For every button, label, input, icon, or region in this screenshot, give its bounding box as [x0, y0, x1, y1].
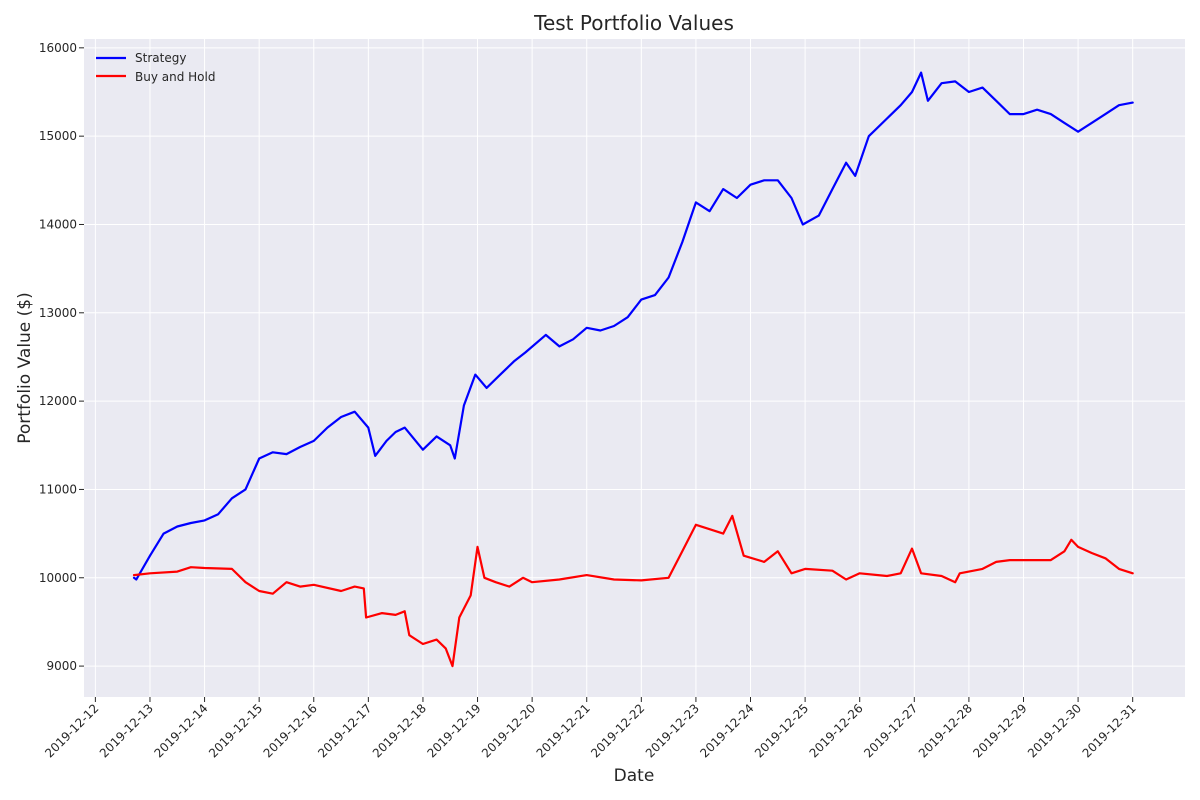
- y-tick-label: 9000: [46, 659, 77, 673]
- x-tick-label: 2019-12-15: [206, 701, 265, 760]
- x-tick-label: 2019-12-25: [752, 701, 811, 760]
- series-lines: [132, 71, 1134, 668]
- x-tick-label: 2019-12-20: [479, 701, 538, 760]
- x-tick-label: 2019-12-17: [315, 701, 374, 760]
- x-tick-label: 2019-12-13: [97, 701, 156, 760]
- x-tick-label: 2019-12-30: [1025, 701, 1084, 760]
- series-line-strategy: [132, 71, 1134, 581]
- legend: Strategy Buy and Hold: [96, 51, 215, 84]
- legend-label-buy-and-hold: Buy and Hold: [135, 70, 215, 84]
- y-axis-label: Portfolio Value ($): [15, 292, 35, 444]
- y-tick-label: 15000: [39, 129, 77, 143]
- x-tick-label: 2019-12-23: [643, 701, 702, 760]
- x-tick-label: 2019-12-21: [534, 701, 593, 760]
- legend-label-strategy: Strategy: [135, 51, 186, 65]
- x-tick-label: 2019-12-16: [261, 701, 320, 760]
- y-tick-label: 11000: [39, 482, 77, 496]
- x-axis-ticks: 2019-12-122019-12-132019-12-142019-12-15…: [42, 697, 1139, 760]
- plot-background: [84, 39, 1185, 697]
- x-tick-label: 2019-12-29: [970, 701, 1029, 760]
- grid-lines: [84, 39, 1185, 697]
- y-tick-label: 16000: [39, 41, 77, 55]
- x-tick-label: 2019-12-14: [151, 701, 210, 760]
- y-tick-label: 12000: [39, 394, 77, 408]
- y-tick-label: 14000: [39, 217, 77, 231]
- x-tick-label: 2019-12-31: [1080, 701, 1139, 760]
- x-tick-label: 2019-12-26: [807, 701, 866, 760]
- y-axis-ticks: 9000 10000 11000 12000 13000 14000 15000 16000: [39, 41, 84, 673]
- x-tick-label: 2019-12-18: [370, 701, 429, 760]
- series-line-buy-and-hold: [132, 514, 1134, 668]
- y-tick-label: 10000: [39, 571, 77, 585]
- x-axis-label: Date: [614, 766, 655, 786]
- x-tick-label: 2019-12-22: [588, 701, 647, 760]
- y-tick-label: 13000: [39, 306, 77, 320]
- chart-title: Test Portfolio Values: [533, 11, 734, 35]
- x-tick-label: 2019-12-24: [697, 701, 756, 760]
- x-tick-label: 2019-12-27: [861, 701, 920, 760]
- x-tick-label: 2019-12-19: [424, 701, 483, 760]
- x-tick-label: 2019-12-12: [42, 701, 101, 760]
- x-tick-label: 2019-12-28: [916, 701, 975, 760]
